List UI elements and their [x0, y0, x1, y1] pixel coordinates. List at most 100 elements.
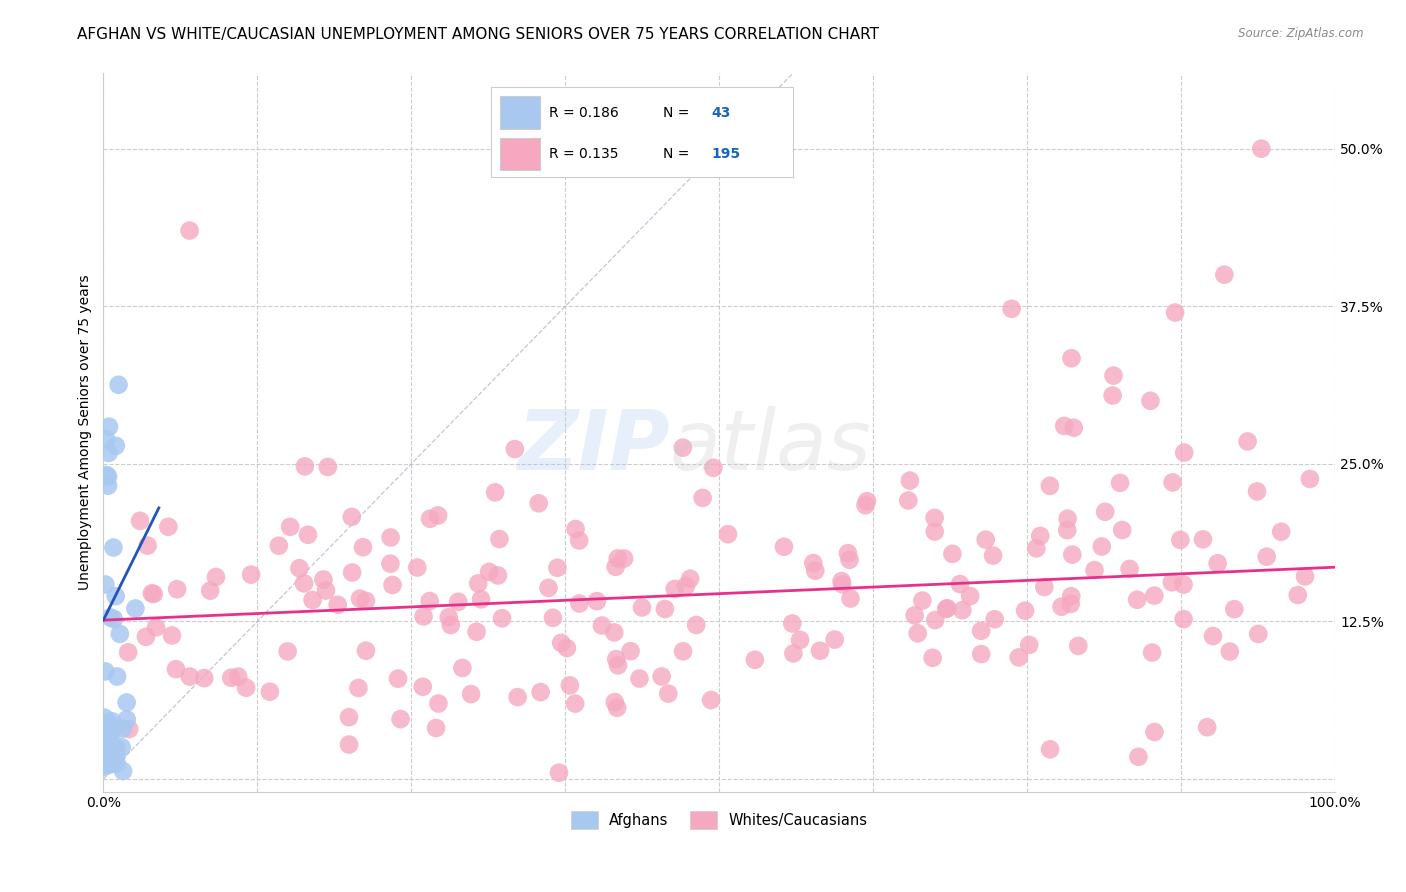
Text: Source: ZipAtlas.com: Source: ZipAtlas.com: [1239, 27, 1364, 40]
Point: [412, 609, 434, 624]
Point: [550, 636, 572, 650]
Point: [1056, 523, 1078, 537]
Point: [782, 647, 804, 661]
Point: [1128, 749, 1150, 764]
Point: [824, 632, 846, 647]
Point: [105, 748, 128, 763]
Point: [478, 565, 501, 579]
Point: [1102, 368, 1125, 383]
Point: [97, 732, 120, 747]
Point: [591, 618, 613, 632]
Point: [451, 661, 474, 675]
Point: [603, 695, 626, 709]
Point: [1213, 268, 1236, 282]
Point: [1164, 305, 1187, 319]
Point: [983, 612, 1005, 626]
Point: [1118, 562, 1140, 576]
Point: [97, 446, 120, 460]
Point: [692, 491, 714, 505]
Point: [782, 616, 804, 631]
Point: [97, 757, 120, 772]
Point: [1173, 612, 1195, 626]
Point: [921, 650, 943, 665]
Point: [1033, 580, 1056, 594]
Point: [93, 760, 115, 774]
Point: [1060, 597, 1083, 611]
Point: [297, 528, 319, 542]
Point: [136, 539, 159, 553]
Point: [349, 591, 371, 606]
Point: [855, 498, 877, 512]
Point: [465, 624, 488, 639]
Point: [103, 722, 125, 736]
Point: [717, 527, 740, 541]
Point: [672, 441, 695, 455]
Point: [96, 739, 118, 753]
Point: [1062, 548, 1084, 562]
Point: [93, 727, 115, 741]
Point: [1001, 301, 1024, 316]
Point: [1197, 720, 1219, 734]
Point: [97, 740, 120, 755]
Point: [447, 595, 470, 609]
Point: [808, 644, 831, 658]
Point: [145, 620, 167, 634]
Point: [664, 582, 686, 596]
Point: [460, 687, 482, 701]
Point: [1126, 592, 1149, 607]
Point: [1039, 479, 1062, 493]
Point: [605, 559, 627, 574]
Point: [219, 671, 242, 685]
Point: [107, 377, 129, 392]
Point: [1050, 599, 1073, 614]
Point: [301, 593, 323, 607]
Point: [911, 593, 934, 607]
Point: [773, 540, 796, 554]
Point: [619, 644, 641, 658]
Point: [97, 479, 120, 493]
Text: AFGHAN VS WHITE/CAUCASIAN UNEMPLOYMENT AMONG SENIORS OVER 75 YEARS CORRELATION C: AFGHAN VS WHITE/CAUCASIAN UNEMPLOYMENT A…: [77, 27, 879, 42]
Point: [103, 541, 125, 555]
Point: [104, 589, 127, 603]
Point: [316, 459, 339, 474]
Point: [672, 644, 695, 658]
Point: [679, 572, 702, 586]
Point: [337, 738, 360, 752]
Point: [950, 603, 973, 617]
Point: [839, 591, 862, 606]
Point: [427, 697, 450, 711]
Point: [235, 681, 257, 695]
Point: [193, 671, 215, 685]
Point: [1101, 388, 1123, 402]
Point: [970, 624, 993, 638]
Point: [354, 643, 377, 657]
Point: [200, 583, 222, 598]
Point: [654, 602, 676, 616]
Point: [141, 586, 163, 600]
Point: [104, 439, 127, 453]
Point: [97, 716, 120, 731]
Point: [381, 578, 404, 592]
Point: [94, 432, 117, 446]
Point: [1008, 650, 1031, 665]
Point: [135, 630, 157, 644]
Point: [657, 687, 679, 701]
Point: [564, 522, 586, 536]
Point: [484, 485, 506, 500]
Point: [97, 736, 120, 750]
Point: [555, 640, 578, 655]
Point: [111, 722, 134, 736]
Point: [1160, 575, 1182, 590]
Point: [1246, 484, 1268, 499]
Point: [702, 460, 724, 475]
Point: [856, 494, 879, 508]
Point: [924, 511, 946, 525]
Point: [294, 459, 316, 474]
Point: [1202, 629, 1225, 643]
Point: [897, 493, 920, 508]
Point: [380, 531, 402, 545]
Point: [801, 556, 824, 570]
Point: [470, 592, 492, 607]
Point: [970, 647, 993, 661]
Point: [586, 594, 609, 608]
